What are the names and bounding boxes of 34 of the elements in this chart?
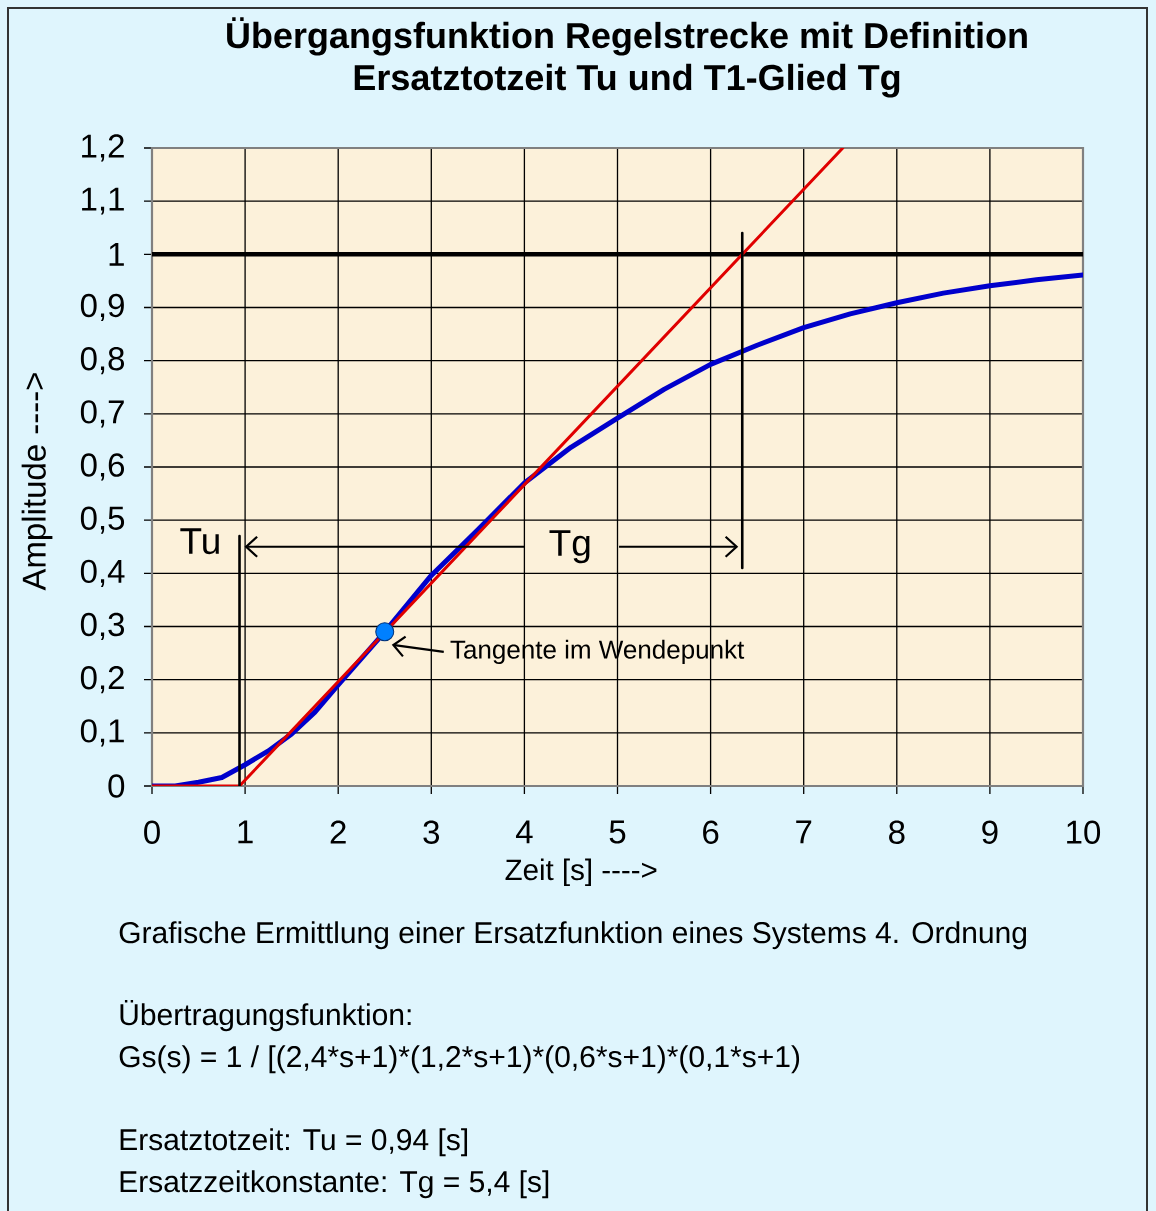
x-tick-label: 6 [703, 820, 719, 844]
y-tick-label: 1,2 [82, 134, 124, 162]
x-tick-label: 4 [515, 820, 533, 844]
text: Ersatzzeitkonstante: Tg = 5,4 [s] [120, 1170, 549, 1199]
x-tick-label: 0 [144, 820, 160, 844]
annotation: Tu [180, 528, 219, 555]
y-tick-label: 0,9 [80, 293, 124, 322]
y-axis-title: Amplitude ----> [21, 373, 53, 591]
chart-title: Übergangsfunktion Regelstrecke mit Definition Ersatztotzeit Tu und T1-Glied Tg [227, 17, 1027, 98]
x-tick-label: 8 [889, 820, 905, 844]
x-tick-label: 1 [238, 820, 253, 844]
x-tick-label: 10 [1067, 820, 1101, 844]
y-tick-label: 1 [109, 242, 124, 266]
annotation: Tg [549, 530, 590, 564]
y-tick-label: 0 [108, 774, 125, 798]
y-tick-label: 0,2 [80, 666, 124, 694]
text: Gs(s) = 1 / [(2,4*s+1)*(1,2*s+1)*(0,6*s+1)*(0,1*s+1) [119, 1045, 800, 1074]
y-tick-label: 0,5 [80, 506, 125, 534]
y-tick-label: 0,3 [80, 612, 125, 641]
text: Ersatztotzeit: Tu = 0,94 [s] [120, 1128, 468, 1157]
x-tick-label: 9 [982, 820, 998, 844]
y-tick-label: 0,4 [80, 559, 125, 587]
y-tick-label: 0,6 [80, 453, 125, 481]
y-tick-label: 0,8 [80, 347, 125, 375]
y-tick-label: 1,1 [82, 187, 124, 215]
x-tick-label: 7 [796, 820, 812, 844]
y-tick-label: 0,1 [80, 719, 124, 747]
text: Übertragungsfunktion: [120, 999, 411, 1032]
x-tick-label: 5 [609, 820, 626, 844]
x-tick-label: 2 [330, 820, 346, 844]
x-tick-label: 3 [423, 820, 440, 844]
text: Grafische Ermittlung einer Ersatzfunktion eines Systems 4. Ordnung [119, 921, 1027, 950]
x-axis-title: Zeit [s] ----> [505, 858, 657, 887]
y-tick-label: 0,7 [80, 400, 124, 428]
